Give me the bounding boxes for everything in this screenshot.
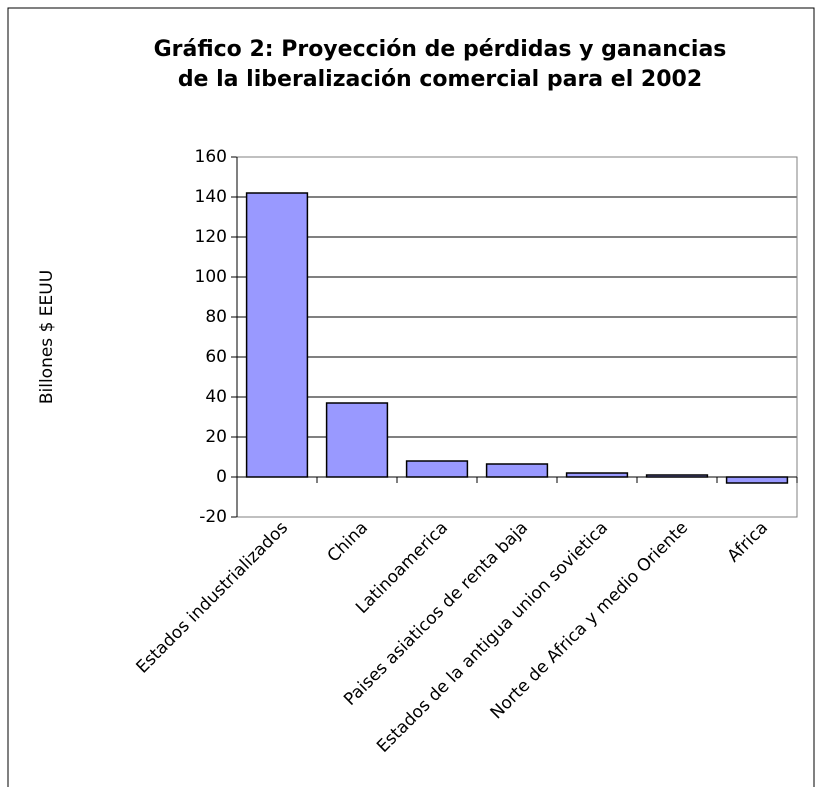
bar (325, 402, 389, 478)
y-tick-label: -20 (199, 507, 227, 527)
chart-title: Gráfico 2: Proyección de pérdidas y gana… (154, 37, 727, 62)
y-tick-label: 0 (216, 467, 227, 487)
y-tick-label: 100 (195, 267, 227, 287)
y-axis-label: Billones $ EEUU (37, 270, 57, 404)
chart-title: de la liberalización comercial para el 2… (178, 67, 702, 92)
bar (485, 463, 549, 478)
y-tick-label: 80 (205, 307, 227, 327)
y-tick-label: 160 (195, 147, 227, 167)
bar (565, 472, 629, 478)
y-tick-label: 20 (205, 427, 227, 447)
y-tick-label: 40 (205, 387, 227, 407)
bar (725, 476, 789, 484)
y-tick-label: 140 (195, 187, 227, 207)
y-tick-label: 60 (205, 347, 227, 367)
bar (405, 460, 469, 478)
bar (245, 192, 309, 478)
y-tick-label: 120 (195, 227, 227, 247)
